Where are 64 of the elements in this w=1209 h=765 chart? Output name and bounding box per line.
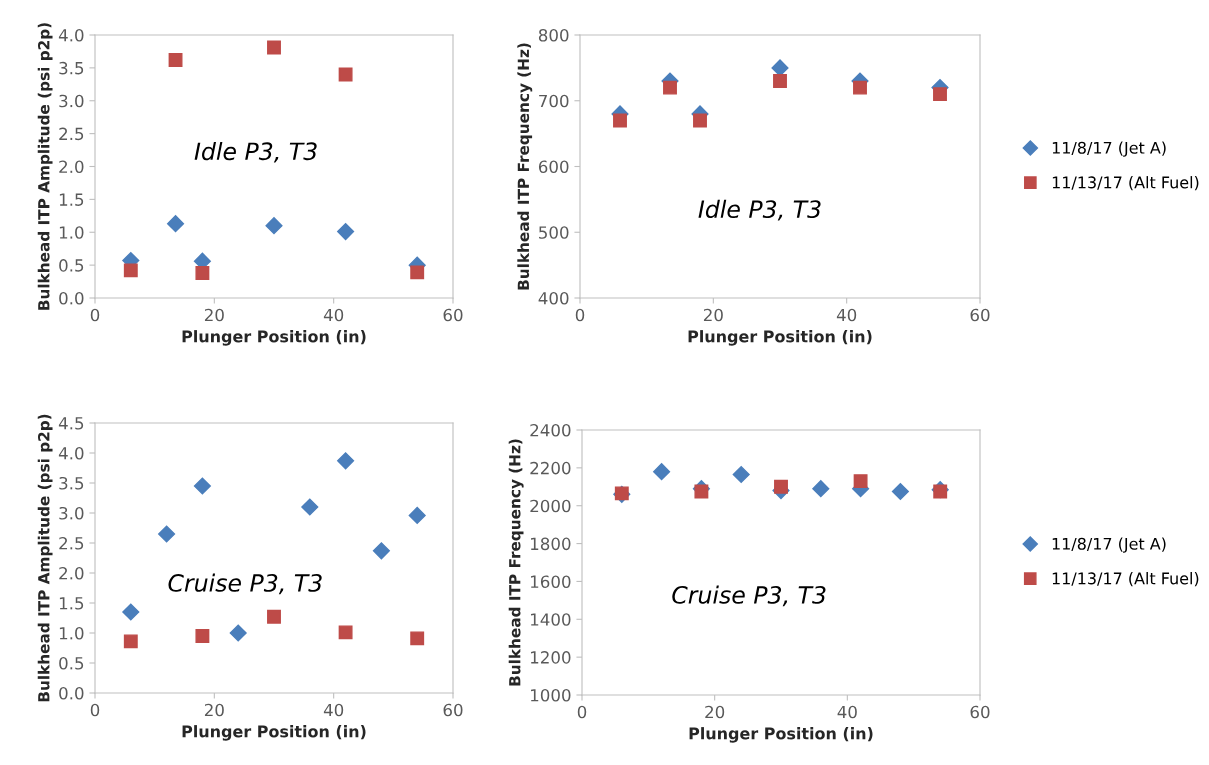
x-tick-label: 60: [443, 308, 463, 322]
x-axis-title: Plunger Position (in): [182, 725, 366, 741]
x-tick-label: 60: [970, 705, 990, 719]
x-axis-title: Plunger Position (in): [689, 727, 873, 743]
x-tick-label: 40: [837, 705, 857, 719]
y-tick-label: 1.5: [59, 193, 84, 206]
y-axis-title: Bulkhead ITP Frequency (Hz): [517, 43, 533, 290]
y-tick-label: 2200: [530, 461, 571, 475]
y-tick-label: 1400: [531, 613, 571, 626]
x-tick-label: 20: [703, 308, 723, 322]
y-tick-label: 3.0: [59, 506, 84, 520]
y-tick-label: 2.0: [59, 160, 84, 174]
x-tick-label: 40: [323, 308, 344, 322]
legend-label: 11/13/17 (Alt Fuel): [1052, 572, 1199, 587]
legend-label: 11/8/17 (Jet A): [1052, 537, 1166, 553]
y-tick-label: 0.5: [59, 656, 84, 670]
x-tick-label: 40: [323, 703, 344, 717]
y-tick-label: 4.0: [58, 28, 84, 42]
y-tick-label: 0.0: [59, 291, 84, 305]
y-tick-label: 600: [538, 160, 569, 174]
annotation: Cruise P3, T3: [168, 573, 322, 595]
legend-label: 11/8/17 (Jet A): [1052, 141, 1166, 157]
y-tick-label: 1000: [531, 688, 571, 702]
y-tick-label: 2000: [530, 499, 571, 513]
y-tick-label: 1800: [531, 537, 571, 551]
y-tick-label: 1.5: [59, 597, 84, 610]
x-tick-label: 20: [705, 705, 725, 719]
y-tick-label: 2.5: [59, 536, 84, 550]
y-tick-label: 2400: [530, 423, 571, 437]
y-tick-label: 3.0: [59, 94, 84, 108]
y-tick-label: 1600: [531, 575, 571, 588]
y-tick-label: 4.5: [58, 417, 84, 430]
x-tick-label: 0: [90, 308, 100, 322]
y-tick-label: 3.5: [59, 476, 84, 490]
y-tick-label: 2.0: [59, 566, 84, 580]
x-axis-title: Plunger Position (in): [688, 330, 872, 346]
y-tick-label: 3.5: [59, 61, 84, 75]
y-axis-title: Bulkhead ITP Amplitude (psi p2p): [37, 414, 53, 702]
x-axis-title: Plunger Position (in): [182, 330, 366, 346]
x-tick-label: 20: [204, 703, 224, 717]
y-tick-label: 1200: [531, 651, 571, 664]
y-axis-title: Bulkhead ITP Frequency (Hz): [508, 439, 524, 686]
x-tick-label: 60: [970, 308, 990, 322]
x-tick-label: 0: [575, 308, 585, 322]
y-tick-label: 500: [539, 226, 569, 239]
y-axis-title: Bulkhead ITP Amplitude (psi p2p): [37, 23, 53, 310]
y-tick-label: 700: [539, 94, 569, 108]
x-tick-label: 40: [836, 308, 857, 322]
y-tick-label: 4.0: [58, 446, 84, 460]
annotation: Idle P3, T3: [194, 141, 317, 163]
y-tick-label: 0.0: [59, 686, 84, 700]
y-tick-label: 800: [538, 28, 569, 42]
annotation: Cruise P3, T3: [672, 585, 826, 607]
x-tick-label: 0: [90, 703, 100, 717]
y-tick-label: 1.0: [59, 626, 84, 640]
y-tick-label: 1.0: [59, 226, 84, 239]
x-tick-label: 20: [204, 308, 224, 322]
y-tick-label: 400: [538, 291, 569, 305]
y-tick-label: 2.5: [59, 127, 84, 141]
x-tick-label: 0: [577, 705, 587, 719]
y-tick-label: 0.5: [59, 259, 84, 272]
x-tick-label: 60: [443, 703, 463, 717]
legend-label: 11/13/17 (Alt Fuel): [1052, 176, 1199, 191]
annotation: Idle P3, T3: [698, 199, 821, 221]
